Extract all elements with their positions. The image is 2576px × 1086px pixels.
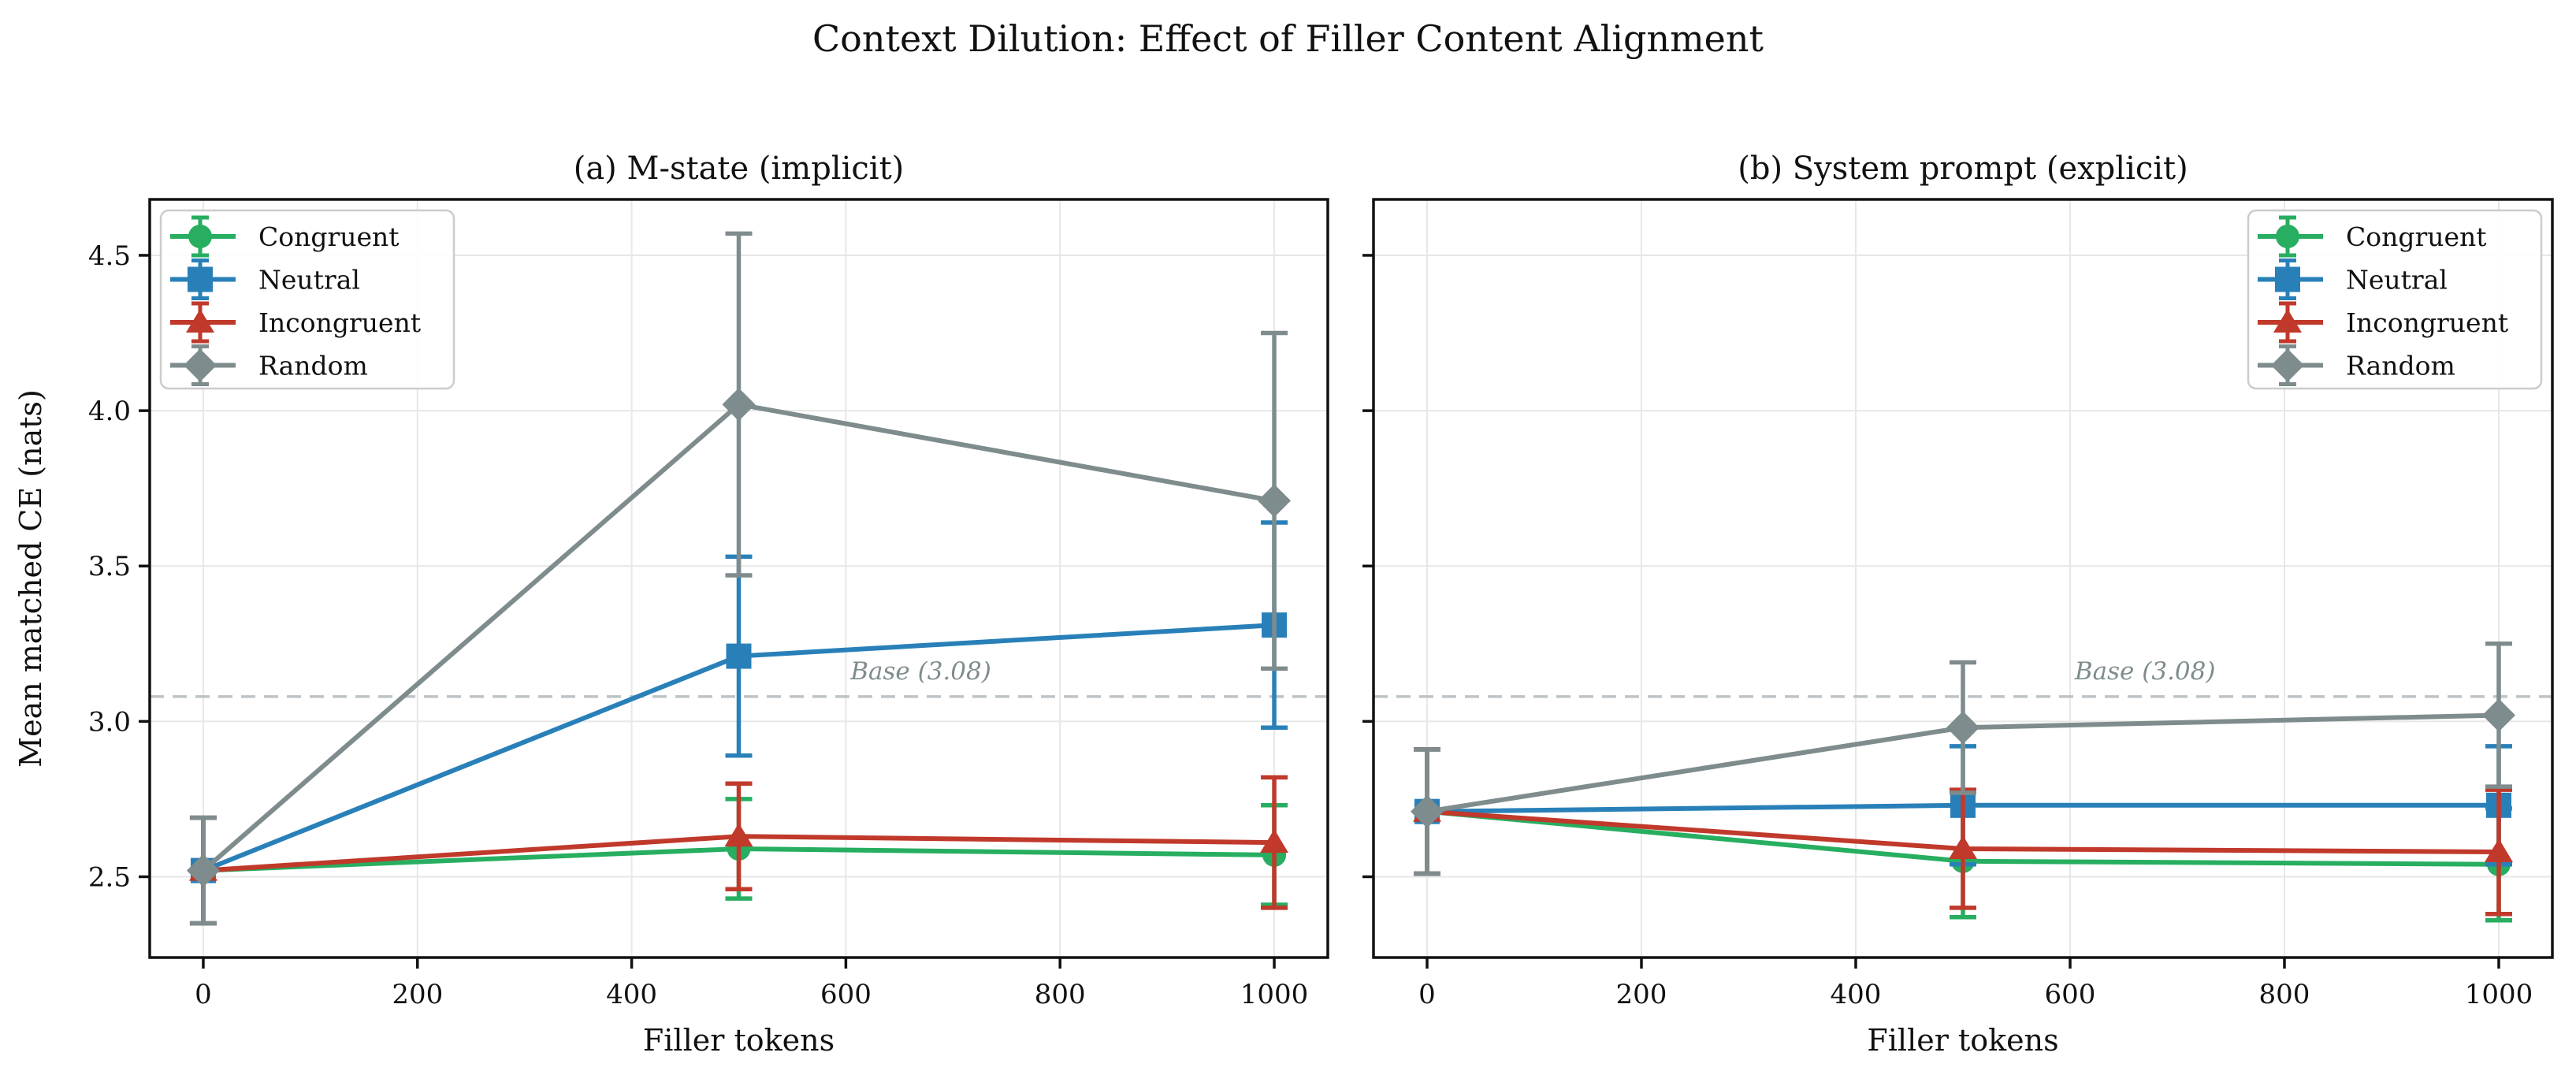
legend-label: Neutral: [2346, 265, 2448, 296]
figure-title: Context Dilution: Effect of Filler Conte…: [812, 17, 1764, 60]
y-tick-label: 2.5: [88, 861, 131, 893]
x-tick-label: 800: [1035, 979, 1086, 1010]
diamond-marker: [2482, 698, 2515, 732]
x-tick-label: 1000: [1240, 979, 1309, 1010]
x-tick-label: 600: [2045, 979, 2096, 1010]
y-axis-label: Mean matched CE (nats): [13, 389, 48, 768]
x-tick-label: 800: [2259, 979, 2310, 1010]
triangle-marker: [1949, 835, 1977, 860]
legend-triangle-marker: [2273, 309, 2302, 333]
legend-label: Neutral: [258, 265, 360, 296]
legend-label: Congruent: [2346, 221, 2487, 252]
legend-label: Incongruent: [2346, 307, 2508, 338]
legend-square-marker: [2275, 266, 2300, 292]
legend-label: Random: [258, 351, 368, 381]
axes-spines: [148, 198, 1329, 959]
y-tick-label: 4.0: [88, 396, 131, 427]
diamond-marker: [1258, 484, 1292, 518]
legend-label: Incongruent: [258, 307, 421, 338]
series-random: [186, 231, 1292, 926]
x-tick-label: 400: [606, 979, 657, 1010]
baseline-label: Base (3.08): [2074, 657, 2216, 686]
legend-square-marker: [188, 266, 213, 292]
legend-circle-marker: [188, 225, 212, 248]
axes-spines: [1372, 198, 2554, 959]
triangle-marker: [1260, 829, 1289, 854]
panel-b: Base (3.08) 0 200 400 600 800 1000 (b) System p…: [1362, 151, 2554, 1058]
panel-title: (b) System prompt (explicit): [1738, 151, 2188, 187]
square-marker: [726, 643, 752, 669]
x-axis-label: Filler tokens: [1867, 1023, 2058, 1058]
legend: Congruent Neutral Incongruent Random: [159, 209, 455, 390]
diamond-marker: [186, 854, 220, 887]
baseline-label: Base (3.08): [849, 657, 991, 686]
x-tick-label: 1000: [2465, 979, 2533, 1010]
legend-box: [2247, 209, 2543, 390]
y-tick-label: 4.5: [88, 240, 131, 272]
panel-title: (a) M-state (implicit): [574, 151, 905, 187]
x-tick-label: 400: [1831, 979, 1882, 1010]
ticks: [1362, 254, 2500, 969]
diamond-marker: [722, 388, 756, 422]
triangle-marker: [724, 823, 753, 847]
legend-circle-marker: [2276, 225, 2299, 248]
x-tick-label: 200: [392, 979, 443, 1010]
legend-label: Random: [2346, 351, 2455, 381]
series-random: [1411, 642, 2515, 876]
legend-label: Congruent: [258, 221, 400, 252]
diamond-marker: [1411, 794, 1444, 828]
triangle-marker: [2485, 838, 2513, 862]
diamond-marker: [1946, 711, 1979, 745]
series-incongruent: [188, 775, 1289, 926]
x-tick-label: 0: [195, 979, 212, 1010]
legend-diamond-marker: [2271, 348, 2304, 382]
legend: Congruent Neutral Incongruent Random: [2247, 209, 2543, 390]
x-tick-label: 0: [1418, 979, 1436, 1010]
x-axis-label: Filler tokens: [643, 1023, 835, 1058]
x-tick-label: 200: [1616, 979, 1667, 1010]
legend-triangle-marker: [186, 309, 214, 333]
legend-diamond-marker: [184, 348, 217, 382]
ticks: [139, 254, 1276, 969]
panel-a: Base (3.08) 0 200 400 600 800 1000 2.5 3.0 3.5 4.0…: [88, 151, 1329, 1058]
y-tick-label: 3.0: [88, 706, 131, 738]
y-tick-label: 3.5: [88, 551, 131, 582]
legend-box: [159, 209, 455, 390]
x-tick-label: 600: [820, 979, 872, 1010]
